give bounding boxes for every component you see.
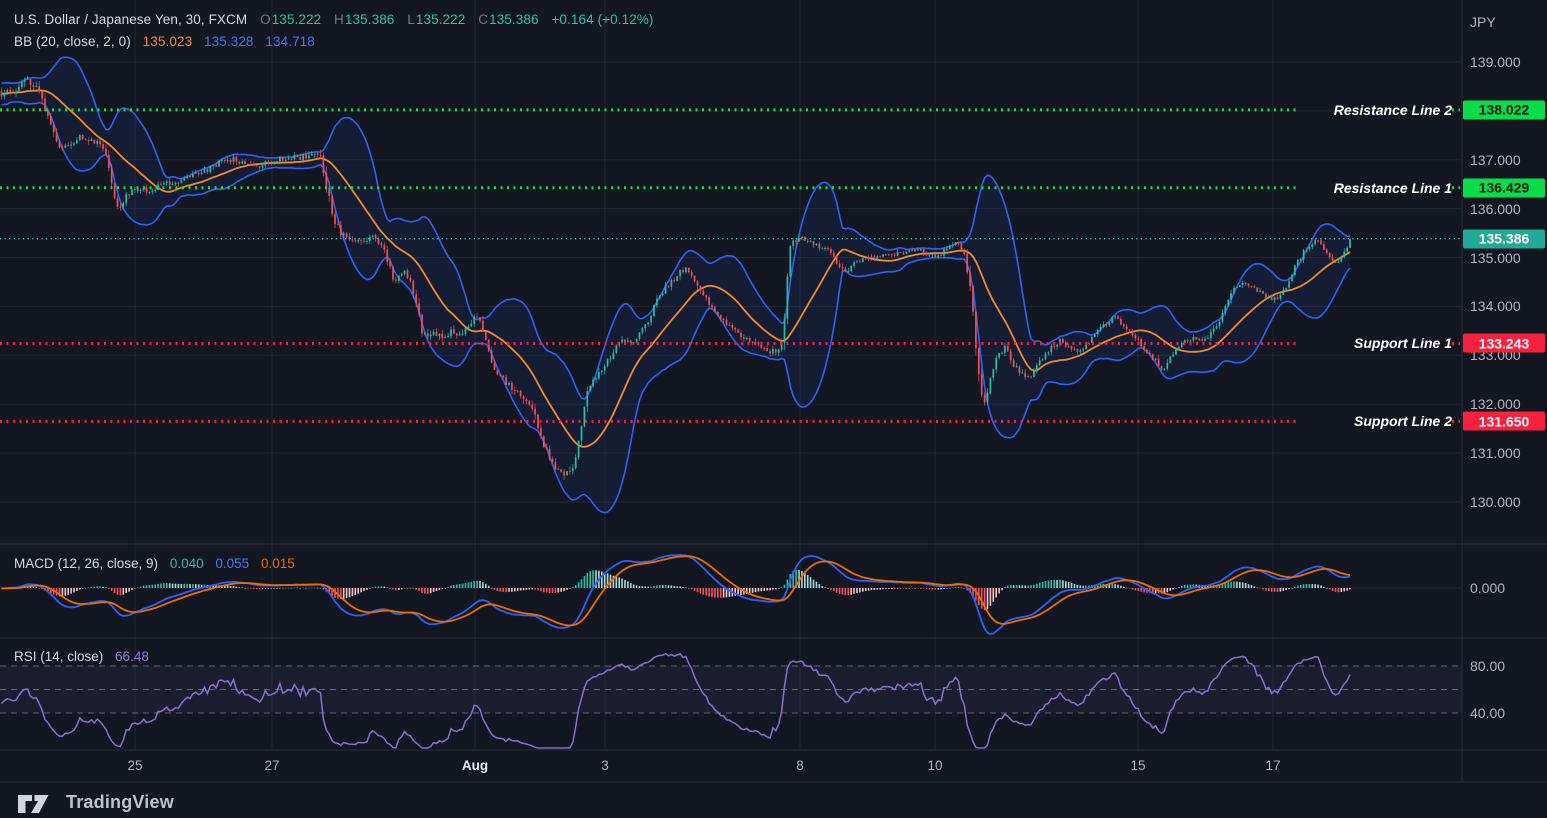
macd-legend[interactable]: MACD (12, 26, close, 9) 0.040 0.055 0.01… [14,556,295,571]
macd-hist-value: 0.040 [169,556,204,571]
macd-line-value: 0.055 [215,556,250,571]
low-label: L [407,12,415,27]
price-axis-tick[interactable]: 134.000 [1470,298,1521,315]
current-price-badge: 135.386 [1463,229,1545,249]
price-axis-tick[interactable]: 130.000 [1470,494,1521,510]
time-axis-label[interactable]: 27 [264,758,280,773]
price-axis-tick[interactable]: 135.000 [1470,249,1521,266]
resistance-line-label: Resistance Line 2 [1333,101,1452,118]
low-value: 135.222 [415,12,466,27]
time-axis-label[interactable]: 8 [796,758,804,773]
tradingview-logo-icon[interactable] [16,790,60,816]
bb-lower-value: 134.718 [265,34,315,49]
price-axis-tick[interactable]: 136.000 [1470,200,1521,217]
price-axis-tick[interactable]: 137.000 [1470,151,1521,168]
support-line-label: Support Line 1 [1354,335,1452,352]
open-label: O [260,12,271,27]
time-axis-label[interactable]: 3 [601,758,609,773]
price-axis-tick[interactable]: 132.000 [1470,396,1521,413]
time-axis-label[interactable]: 15 [1130,758,1146,773]
currency-label[interactable]: JPY [1470,14,1496,30]
rsi-legend[interactable]: RSI (14, close) 66.48 [14,649,149,664]
high-label: H [334,12,344,27]
price-axis-tick[interactable]: 139.000 [1470,54,1521,70]
support-line-label: Support Line 2 [1354,413,1452,430]
macd-signal-value: 0.015 [260,556,295,571]
rsi-axis-tick[interactable]: 40.00 [1470,705,1506,721]
price-axis-tick[interactable]: 131.000 [1470,445,1521,462]
rsi-title[interactable]: RSI (14, close) [14,649,104,664]
time-axis-label[interactable]: Aug [461,758,489,773]
high-value: 135.386 [344,12,395,27]
resistance-price-badge: 138.022 [1463,100,1545,120]
bb-legend[interactable]: BB (20, close, 2, 0) 135.023 135.328 134… [14,34,315,49]
change-value: +0.164 (+0.12%) [551,12,654,27]
time-axis-label[interactable]: 10 [927,758,943,773]
tradingview-brand-text[interactable]: TradingView [66,792,174,812]
support-price-badge: 133.243 [1463,333,1545,353]
symbol-header[interactable]: U.S. Dollar / Japanese Yen, 30, FXCM O13… [14,12,654,27]
close-label: C [478,12,489,27]
resistance-line-label: Resistance Line 1 [1333,179,1452,196]
bb-basis-value: 135.023 [142,34,193,49]
time-axis-label[interactable]: 25 [127,758,143,773]
rsi-axis-tick[interactable]: 80.00 [1470,658,1506,674]
macd-zero-tick[interactable]: 0.000 [1470,580,1506,596]
resistance-price-badge: 136.429 [1463,178,1545,198]
rsi-value: 66.48 [115,649,149,664]
symbol-title[interactable]: U.S. Dollar / Japanese Yen, 30, FXCM [14,12,248,27]
bb-legend-label[interactable]: BB (20, close, 2, 0) [14,34,131,49]
open-value: 135.222 [271,12,322,27]
close-value: 135.386 [489,12,539,27]
time-axis-label[interactable]: 17 [1265,758,1281,773]
macd-title[interactable]: MACD (12, 26, close, 9) [14,556,159,571]
support-price-badge: 131.650 [1463,411,1545,431]
bb-upper-value: 135.328 [204,34,254,49]
